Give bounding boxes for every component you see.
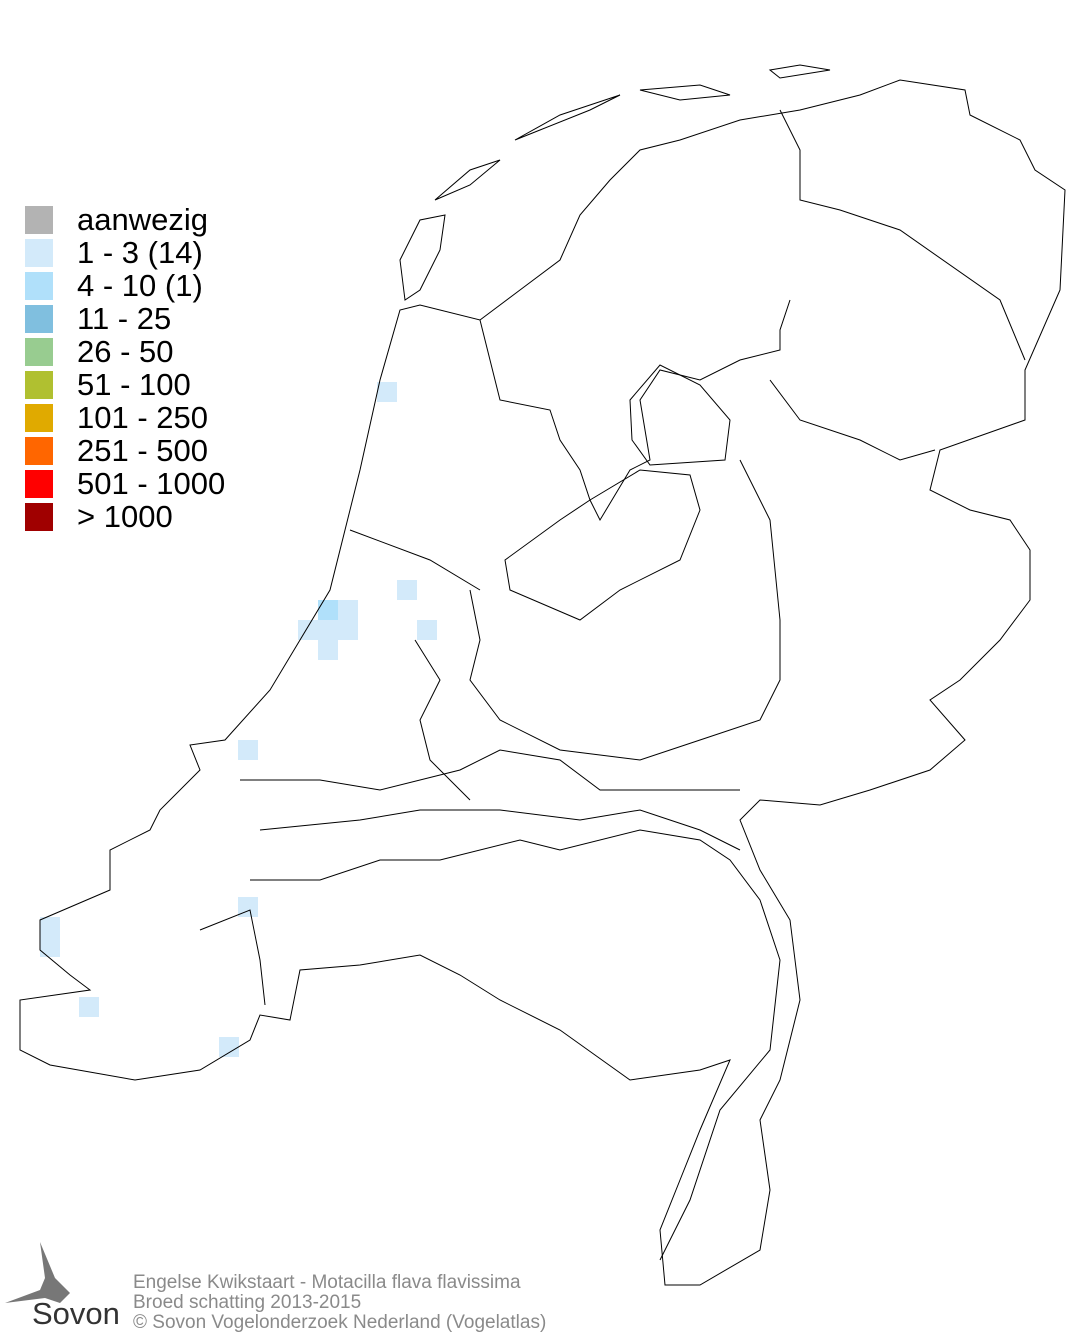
grid-cell xyxy=(238,897,258,917)
province-border-1 xyxy=(779,109,1026,361)
legend-label: 501 - 1000 xyxy=(77,465,226,501)
province-border-6 xyxy=(250,829,781,1261)
legend: aanwezig 1 - 3 (14) 4 - 10 (1) 11 - 25 26 - … xyxy=(25,201,226,534)
legend-swatch xyxy=(25,337,53,366)
legend-label: 101 - 250 xyxy=(77,399,208,435)
legend-item: 26 - 50 xyxy=(25,333,225,369)
rivers xyxy=(240,749,741,851)
grid-cell xyxy=(40,917,60,937)
grid-cell xyxy=(79,997,99,1017)
legend-item: 4 - 10 (1) xyxy=(25,267,225,303)
grid-cell xyxy=(397,580,417,600)
legend-item: 51 - 100 xyxy=(25,366,225,402)
legend-swatch xyxy=(25,469,53,498)
legend-label: 26 - 50 xyxy=(77,333,174,369)
map-caption: Engelse Kwikstaart - Motacilla flava fla… xyxy=(133,1273,546,1333)
copyright: © Sovon Vogelonderzoek Nederland (Vogela… xyxy=(133,1312,547,1333)
noordoostpolder xyxy=(629,364,731,466)
legend-swatch xyxy=(25,403,53,432)
country-outline xyxy=(19,79,1066,1286)
wadden-terschelling xyxy=(514,94,621,141)
grid-cell xyxy=(318,620,338,640)
wadden-ameland xyxy=(639,84,731,101)
legend-swatch xyxy=(25,502,53,531)
sovon-logo xyxy=(0,1238,110,1313)
legend-item: 11 - 25 xyxy=(25,300,225,336)
legend-label: 4 - 10 (1) xyxy=(77,267,203,303)
ijsselmeer-shore xyxy=(479,299,791,522)
occupied-cells xyxy=(40,382,437,1057)
legend-item: > 1000 xyxy=(25,498,225,534)
grid-cell xyxy=(377,382,397,402)
wadden-texel xyxy=(399,214,446,301)
legend-label: > 1000 xyxy=(77,498,173,534)
grid-cell xyxy=(40,937,60,957)
legend-swatch xyxy=(25,436,53,465)
legend-swatch xyxy=(25,205,53,234)
province-outlines xyxy=(19,64,1066,1286)
legend-item: 1 - 3 (14) xyxy=(25,234,225,270)
province-border-7 xyxy=(199,909,266,1006)
grid-cell xyxy=(238,740,258,760)
legend-item: 501 - 1000 xyxy=(25,465,226,501)
legend-label: 251 - 500 xyxy=(77,432,208,468)
grid-cell xyxy=(417,620,437,640)
legend-swatch xyxy=(25,370,53,399)
legend-label: 51 - 100 xyxy=(77,366,191,402)
province-border-2 xyxy=(769,379,936,461)
province-border-4 xyxy=(349,529,481,591)
grid-cell xyxy=(298,620,318,640)
legend-item: 251 - 500 xyxy=(25,432,225,468)
legend-swatch xyxy=(25,304,53,333)
flevoland xyxy=(504,469,701,621)
grid-cell xyxy=(318,640,338,660)
wadden-schiermonnikoog xyxy=(768,64,831,79)
swallow-icon xyxy=(5,1242,70,1303)
grid-cell xyxy=(338,600,358,620)
legend-label: aanwezig xyxy=(77,201,208,237)
legend-swatch xyxy=(25,271,53,300)
legend-item: aanwezig xyxy=(25,201,225,237)
legend-label: 11 - 25 xyxy=(77,300,172,336)
species-name: Engelse Kwikstaart - Motacilla flava fla… xyxy=(133,1272,521,1293)
wadden-vlieland xyxy=(434,159,501,201)
grid-cell xyxy=(318,600,338,620)
legend-item: 101 - 250 xyxy=(25,399,225,435)
logo-text: Sovon xyxy=(32,1296,120,1331)
legend-swatch xyxy=(25,238,53,267)
survey-period: Broed schatting 2013-2015 xyxy=(133,1292,362,1313)
province-border-5 xyxy=(414,639,471,801)
grid-cell xyxy=(219,1037,239,1057)
province-border-3 xyxy=(469,459,781,761)
legend-label: 1 - 3 (14) xyxy=(77,234,203,270)
grid-cell xyxy=(338,620,358,640)
